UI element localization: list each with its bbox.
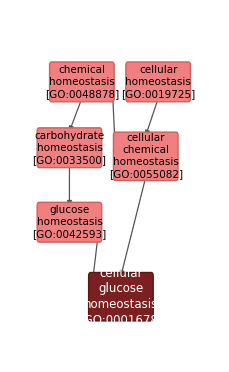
FancyBboxPatch shape xyxy=(89,273,153,321)
FancyBboxPatch shape xyxy=(49,62,114,102)
Text: cellular
glucose
homeostasis
[GO:0001678]: cellular glucose homeostasis [GO:0001678… xyxy=(79,267,163,327)
Text: cellular
chemical
homeostasis
[GO:0055082]: cellular chemical homeostasis [GO:005508… xyxy=(109,133,183,179)
FancyBboxPatch shape xyxy=(113,132,178,180)
Text: carbohydrate
homeostasis
[GO:0033500]: carbohydrate homeostasis [GO:0033500] xyxy=(33,131,106,165)
FancyBboxPatch shape xyxy=(37,128,102,168)
FancyBboxPatch shape xyxy=(37,202,102,242)
Text: cellular
homeostasis
[GO:0019725]: cellular homeostasis [GO:0019725] xyxy=(121,65,195,99)
Text: glucose
homeostasis
[GO:0042593]: glucose homeostasis [GO:0042593] xyxy=(32,205,106,239)
FancyBboxPatch shape xyxy=(126,62,191,102)
Text: chemical
homeostasis
[GO:0048878]: chemical homeostasis [GO:0048878] xyxy=(45,65,119,99)
